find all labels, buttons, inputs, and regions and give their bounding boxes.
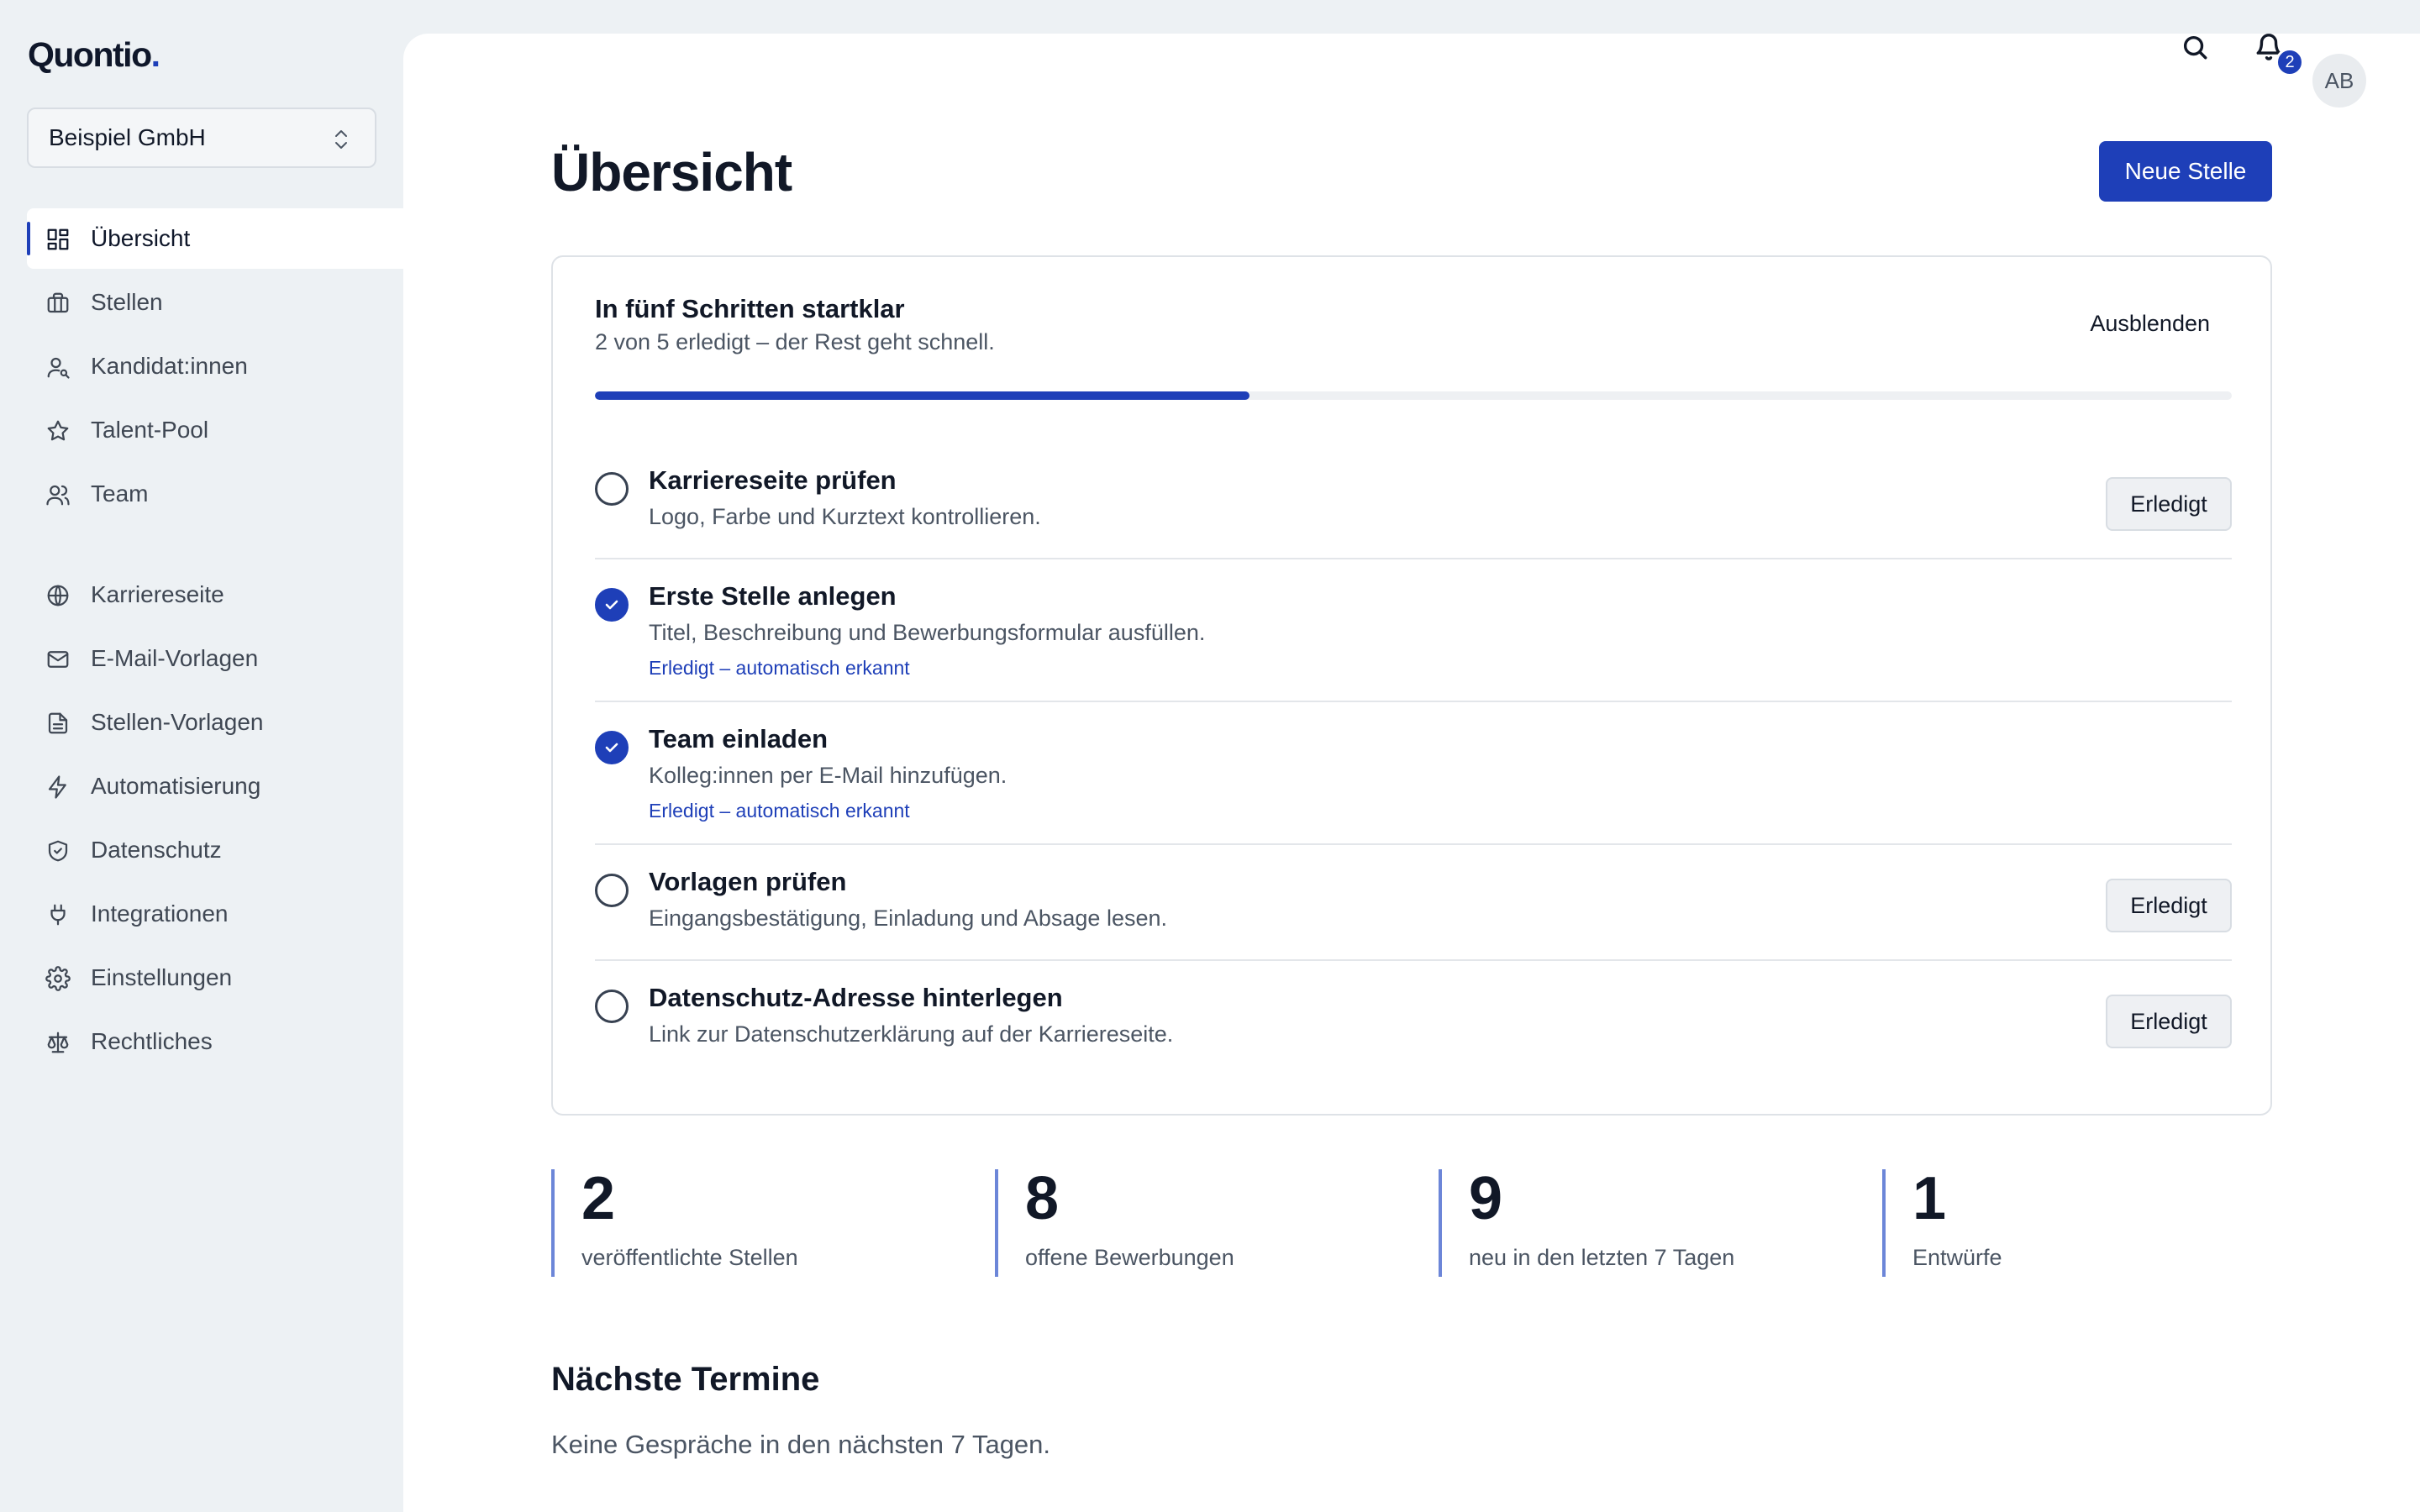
stat-value: 9	[1469, 1165, 1503, 1232]
step-checkbox[interactable]	[595, 874, 629, 907]
sidebar-item-label: Talent-Pool	[91, 417, 209, 443]
mark-done-button[interactable]: Erledigt	[2106, 995, 2232, 1048]
sidebar-item-team[interactable]: Team	[27, 464, 403, 524]
step-title: Karriereseite prüfen	[649, 465, 897, 495]
stat-value: 8	[1025, 1165, 1060, 1232]
sidebar-item-rechtliches[interactable]: Rechtliches	[27, 1011, 403, 1072]
sidebar-item-email-vorlagen[interactable]: E-Mail-Vorlagen	[27, 628, 403, 689]
sidebar-item-automatisierung[interactable]: Automatisierung	[27, 756, 403, 816]
stat-value: 2	[581, 1165, 616, 1232]
stat-published-jobs: 2 veröffentlichte Stellen	[551, 1165, 971, 1277]
onboarding-card: In fünf Schritten startklar 2 von 5 erle…	[551, 255, 2272, 1116]
sidebar-item-karriereseite[interactable]: Karriereseite	[27, 564, 403, 625]
stat-new-last-7-days: 9 neu in den letzten 7 Tagen	[1439, 1165, 1859, 1277]
step-description: Logo, Farbe und Kurztext kontrollieren.	[649, 504, 1041, 529]
divider	[595, 558, 2232, 559]
check-icon	[605, 743, 618, 753]
sidebar-item-talent-pool[interactable]: Talent-Pool	[27, 400, 403, 460]
sidebar-item-label: Automatisierung	[91, 773, 261, 799]
sidebar-item-label: Einstellungen	[91, 964, 233, 990]
sidebar-item-label: Stellen-Vorlagen	[91, 709, 264, 735]
sidebar-item-label: Rechtliches	[91, 1028, 213, 1054]
notifications-button[interactable]	[2250, 29, 2287, 66]
sidebar-item-label: Datenschutz	[91, 837, 222, 863]
stat-open-applications: 8 offene Bewerbungen	[995, 1165, 1415, 1277]
sidebar-item-kandidatinnen[interactable]: Kandidat:innen	[27, 336, 403, 396]
stat-value: 1	[1912, 1165, 1947, 1232]
sidebar-item-label: Integrationen	[91, 900, 229, 927]
onboarding-title: In fünf Schritten startklar	[595, 294, 905, 323]
plug-icon	[45, 902, 71, 927]
document-icon	[45, 711, 71, 736]
sidebar-item-datenschutz[interactable]: Datenschutz	[27, 820, 403, 880]
dashboard-icon	[45, 227, 71, 252]
onboarding-progress-fill	[595, 391, 1250, 400]
sidebar-item-label: Team	[91, 480, 149, 507]
search-icon	[2183, 35, 2207, 60]
step-title: Datenschutz-Adresse hinterlegen	[649, 983, 1063, 1012]
briefcase-icon	[45, 291, 71, 316]
organization-select-value: Beispiel GmbH	[49, 124, 206, 150]
step-description: Titel, Beschreibung und Bewerbungsformul…	[649, 620, 1206, 645]
new-job-button[interactable]: Neue Stelle	[2099, 141, 2272, 202]
stat-label: Entwürfe	[1912, 1245, 2002, 1270]
organization-select[interactable]: Beispiel GmbH	[27, 108, 376, 168]
lightning-icon	[45, 774, 71, 800]
sidebar: Quontio. Beispiel GmbH Übersicht Stellen…	[0, 0, 403, 1512]
step-auto-status: Erledigt – automatisch erkannt	[649, 657, 910, 679]
search-button[interactable]	[2176, 29, 2213, 66]
stat-label: veröffentlichte Stellen	[581, 1245, 798, 1270]
sidebar-item-label: Kandidat:innen	[91, 353, 248, 379]
sidebar-item-label: Karriereseite	[91, 581, 224, 607]
step-title: Erste Stelle anlegen	[649, 581, 897, 611]
step-description: Kolleg:innen per E-Mail hinzufügen.	[649, 763, 1007, 788]
chevron-up-down-icon	[335, 130, 347, 149]
step-description: Eingangsbestätigung, Einladung und Absag…	[649, 906, 1167, 931]
sidebar-item-label: E-Mail-Vorlagen	[91, 645, 259, 671]
sidebar-item-stellen-vorlagen[interactable]: Stellen-Vorlagen	[27, 692, 403, 753]
step-checkbox-checked[interactable]	[595, 731, 629, 764]
step-auto-status: Erledigt – automatisch erkannt	[649, 800, 910, 822]
sidebar-item-label: Übersicht	[91, 225, 191, 251]
globe-icon	[45, 583, 71, 608]
appointments-empty-state: Keine Gespräche in den nächsten 7 Tagen.	[551, 1430, 1051, 1459]
sidebar-item-uebersicht[interactable]: Übersicht	[27, 208, 403, 269]
sidebar-item-stellen[interactable]: Stellen	[27, 272, 403, 333]
shield-check-icon	[45, 838, 71, 864]
step-title: Team einladen	[649, 724, 829, 753]
notification-count-badge: 2	[2275, 48, 2304, 76]
bell-icon	[2256, 34, 2281, 60]
star-icon	[45, 418, 71, 444]
gear-icon	[45, 966, 71, 991]
step-checkbox[interactable]	[595, 990, 629, 1023]
step-checkbox-checked[interactable]	[595, 588, 629, 622]
mark-done-button[interactable]: Erledigt	[2106, 879, 2232, 932]
step-title: Vorlagen prüfen	[649, 867, 847, 896]
stat-label: offene Bewerbungen	[1025, 1245, 1234, 1270]
divider	[595, 843, 2232, 845]
hide-onboarding-button[interactable]: Ausblenden	[2090, 311, 2210, 336]
onboarding-progress-bar	[595, 391, 2232, 400]
mark-done-button[interactable]: Erledigt	[2106, 477, 2232, 531]
step-description: Link zur Datenschutzerklärung auf der Ka…	[649, 1021, 1174, 1047]
check-icon	[605, 600, 618, 610]
step-checkbox[interactable]	[595, 472, 629, 506]
stat-label: neu in den letzten 7 Tagen	[1469, 1245, 1735, 1270]
avatar[interactable]: AB	[2312, 54, 2366, 108]
app-logo[interactable]: Quontio.	[28, 35, 160, 74]
divider	[595, 701, 2232, 702]
appointments-title: Nächste Termine	[551, 1361, 820, 1398]
user-search-icon	[45, 354, 71, 380]
users-icon	[45, 482, 71, 507]
scale-icon	[45, 1030, 71, 1055]
sidebar-item-einstellungen[interactable]: Einstellungen	[27, 948, 403, 1008]
onboarding-subtitle: 2 von 5 erledigt – der Rest geht schnell…	[595, 329, 995, 354]
sidebar-item-label: Stellen	[91, 289, 163, 315]
sidebar-item-integrationen[interactable]: Integrationen	[27, 884, 403, 944]
mail-icon	[45, 647, 71, 672]
divider	[595, 959, 2232, 961]
page-title: Übersicht	[551, 142, 792, 202]
stat-drafts: 1 Entwürfe	[1882, 1165, 2302, 1277]
